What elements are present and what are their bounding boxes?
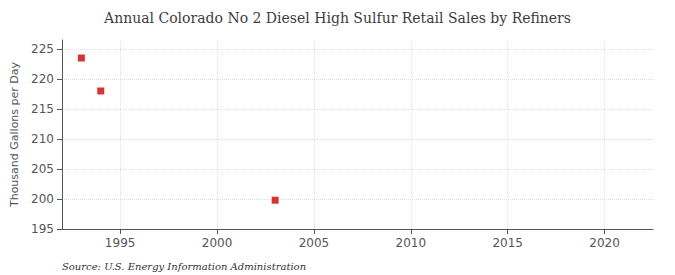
svg-text:2020: 2020 [589, 236, 620, 250]
svg-text:195: 195 [31, 222, 54, 236]
svg-text:2000: 2000 [202, 236, 233, 250]
svg-text:Source: U.S. Energy Informatio: Source: U.S. Energy Information Administ… [62, 261, 306, 272]
svg-text:215: 215 [31, 102, 54, 116]
svg-text:210: 210 [31, 132, 54, 146]
svg-text:Annual Colorado No 2 Diesel Hi: Annual Colorado No 2 Diesel High Sulfur … [103, 10, 571, 26]
svg-text:1995: 1995 [105, 236, 136, 250]
svg-text:225: 225 [31, 42, 54, 56]
svg-text:2005: 2005 [299, 236, 330, 250]
svg-text:2010: 2010 [396, 236, 427, 250]
svg-text:220: 220 [31, 72, 54, 86]
svg-text:205: 205 [31, 162, 54, 176]
svg-text:200: 200 [31, 192, 54, 206]
svg-text:2015: 2015 [492, 236, 523, 250]
svg-text:Thousand Gallons per Day: Thousand Gallons per Day [8, 61, 21, 208]
